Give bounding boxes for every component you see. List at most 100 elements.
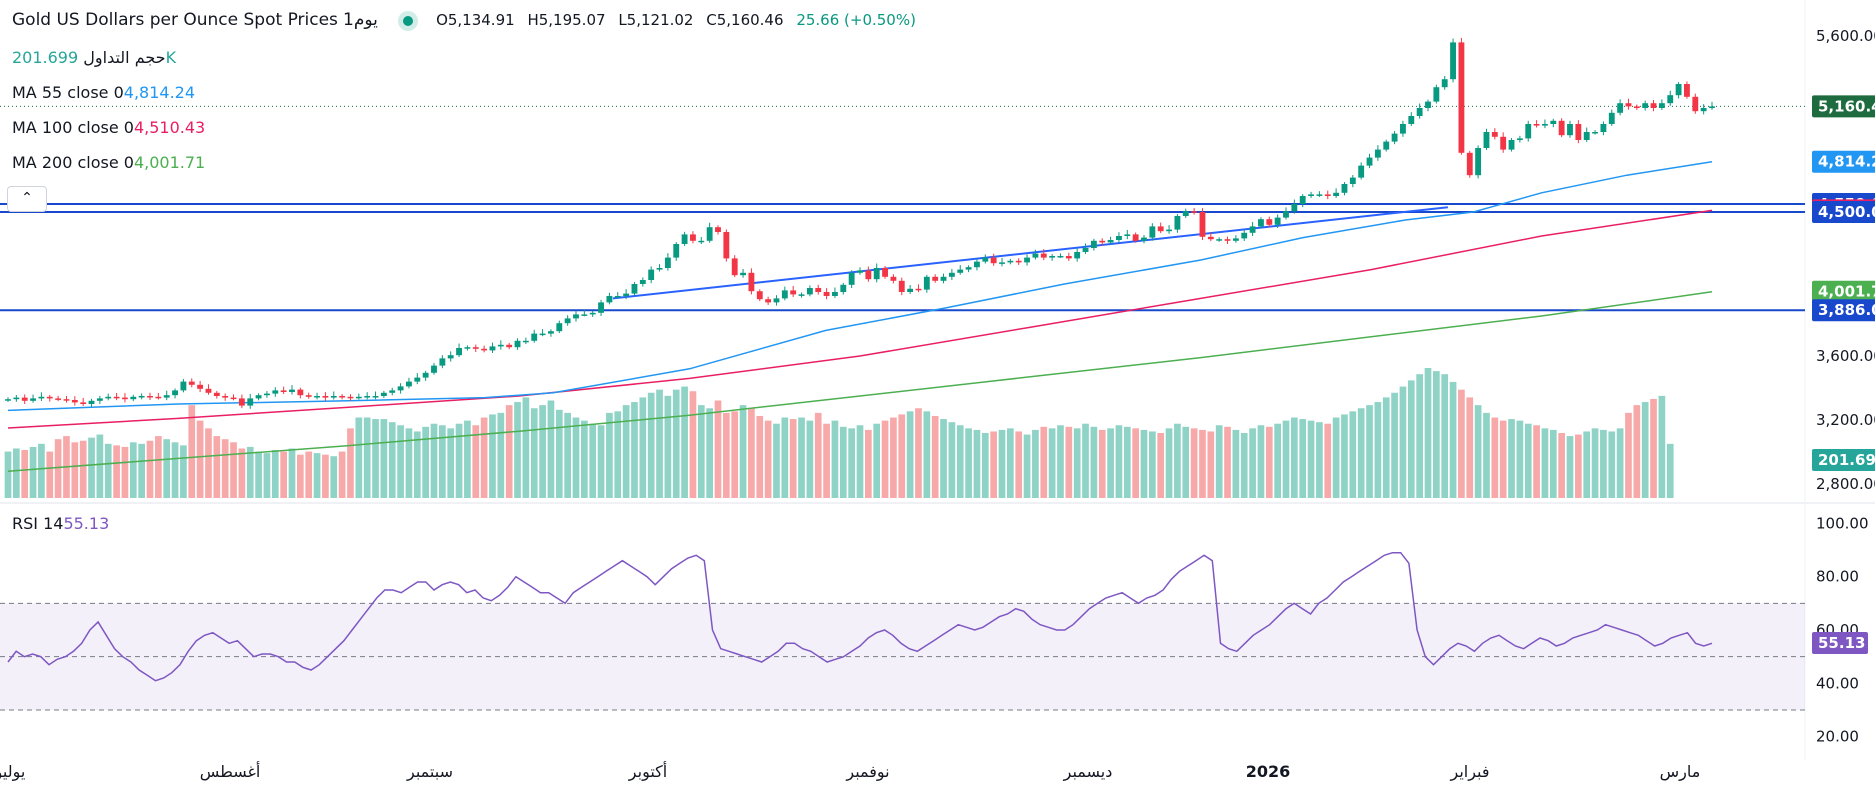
candle-body <box>264 393 270 396</box>
candle <box>756 289 763 302</box>
candle <box>1667 90 1674 106</box>
candle-body <box>21 397 28 401</box>
volume-bar <box>1174 423 1181 498</box>
candle <box>280 386 287 394</box>
candle-body <box>815 288 822 292</box>
volume-bar <box>1341 414 1348 498</box>
interval-label[interactable]: 1يوم <box>343 10 378 30</box>
candle <box>1174 214 1181 233</box>
candle-body <box>706 227 713 241</box>
candle <box>397 383 404 394</box>
price-label-text: 4,814.24 <box>1818 153 1875 171</box>
candle-body <box>1207 236 1214 240</box>
volume-bar <box>1382 397 1390 498</box>
candle <box>88 398 95 407</box>
volume-bar <box>898 414 906 498</box>
candle <box>681 231 688 246</box>
ma100-legend[interactable]: MA 100 close 04,510.43 <box>12 118 205 137</box>
candle <box>1199 208 1206 240</box>
candle <box>898 277 905 296</box>
candle <box>974 259 980 271</box>
candle-body <box>147 396 153 398</box>
price-label-box <box>1812 201 1875 223</box>
candle <box>965 265 972 273</box>
candle <box>1157 222 1164 234</box>
candle-body <box>999 262 1005 264</box>
candle <box>1692 93 1699 114</box>
candle-body <box>932 276 939 281</box>
candle-body <box>731 258 738 276</box>
candle-body <box>1667 95 1674 104</box>
candle-body <box>238 398 245 406</box>
candle <box>456 343 462 358</box>
volume-bar <box>689 391 697 498</box>
candle <box>1057 253 1064 258</box>
volume-bar <box>1583 431 1591 498</box>
volume-bar <box>789 419 797 498</box>
candle-body <box>347 396 354 399</box>
ma200-legend[interactable]: MA 200 close 04,001.71 <box>12 153 205 172</box>
volume-bar <box>1399 386 1407 498</box>
candle-body <box>55 398 62 400</box>
candle <box>623 289 630 300</box>
candle-body <box>756 291 763 300</box>
candle <box>522 337 529 344</box>
candle <box>1466 150 1473 178</box>
price-label-text: 3,886.00 <box>1818 301 1875 319</box>
candle-body <box>1157 226 1164 232</box>
volume-bar <box>472 425 480 498</box>
candle-body <box>71 400 78 403</box>
candle-body <box>1575 124 1582 140</box>
symbol-title[interactable]: Gold US Dollars per Ounce Spot Prices <box>12 10 338 30</box>
ma55-legend[interactable]: MA 55 close 04,814.24 <box>12 83 195 102</box>
candle <box>1567 120 1573 138</box>
candle <box>1191 208 1198 215</box>
candle <box>1082 243 1089 254</box>
volume-bar <box>1641 402 1649 498</box>
candle <box>882 266 888 279</box>
candle-body <box>1567 124 1573 136</box>
volume-legend[interactable]: حجم التداول 201.699K <box>12 48 176 67</box>
candle <box>1358 162 1365 180</box>
candle-body <box>1650 103 1657 108</box>
volume-bar <box>439 425 446 498</box>
volume-bar <box>1666 443 1674 498</box>
volume-bar <box>1090 426 1098 498</box>
candle-body <box>1049 256 1056 258</box>
candle-body <box>740 272 746 276</box>
time-tick-label: فبراير <box>1449 762 1489 782</box>
candle-body <box>1383 141 1390 150</box>
candle-body <box>1625 103 1632 107</box>
candle <box>1642 100 1649 111</box>
volume-bar <box>956 425 964 498</box>
candle <box>1533 120 1540 128</box>
candle <box>13 395 20 402</box>
candle <box>1241 228 1248 241</box>
time-tick-label: ديسمبر <box>1063 762 1113 782</box>
candle-body <box>1633 106 1640 108</box>
volume-bar <box>589 423 597 498</box>
candle-body <box>1132 234 1139 241</box>
candle <box>773 295 780 306</box>
candle <box>80 397 87 406</box>
candle-body <box>155 396 162 399</box>
candle-body <box>1475 148 1482 176</box>
volume-bar <box>46 451 54 498</box>
rsi-legend[interactable]: RSI 1455.13 <box>12 514 109 533</box>
volume-bar <box>1115 425 1123 498</box>
candle <box>439 355 446 369</box>
candle <box>1324 190 1331 200</box>
candle <box>1316 191 1323 197</box>
candle-body <box>765 299 772 303</box>
candle-body <box>105 396 112 399</box>
collapse-legend-button[interactable]: ⌃ <box>7 186 47 212</box>
candle-body <box>614 296 621 298</box>
ma100-value: 4,510.43 <box>133 118 206 137</box>
candle <box>1475 145 1482 179</box>
candle <box>1675 82 1682 99</box>
rsi-price-label: 55.13 <box>1812 631 1868 654</box>
candle-body <box>380 392 387 396</box>
candle-body <box>1441 79 1448 88</box>
rsi-value: 55.13 <box>63 514 110 533</box>
